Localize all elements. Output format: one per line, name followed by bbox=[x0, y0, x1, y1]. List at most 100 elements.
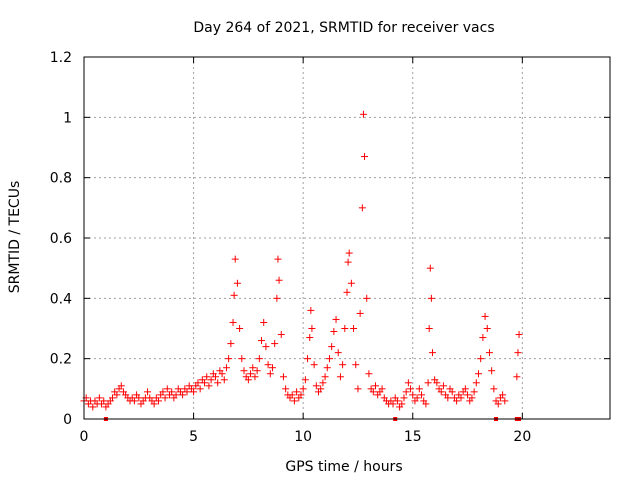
data-point bbox=[481, 312, 489, 320]
data-point bbox=[336, 373, 344, 381]
data-point bbox=[488, 367, 496, 375]
y-axis-ticks: 0 0.2 0.4 0.6 0.8 1 1.2 bbox=[50, 50, 610, 428]
data-point bbox=[225, 355, 233, 363]
data-point bbox=[345, 249, 353, 257]
data-point bbox=[307, 306, 315, 314]
data-point bbox=[172, 391, 180, 399]
data-point bbox=[247, 370, 255, 378]
data-point bbox=[236, 325, 244, 332]
data-point bbox=[448, 388, 456, 396]
data-point bbox=[409, 391, 417, 399]
data-point bbox=[190, 388, 198, 396]
data-point bbox=[499, 391, 507, 399]
data-point bbox=[513, 373, 521, 381]
data-point bbox=[135, 394, 143, 402]
x-tick-label: 10 bbox=[294, 429, 312, 445]
data-point bbox=[371, 382, 379, 390]
data-point bbox=[325, 355, 333, 363]
data-point bbox=[358, 204, 366, 212]
data-point bbox=[293, 388, 301, 396]
data-point bbox=[422, 400, 430, 408]
data-point bbox=[274, 255, 282, 263]
data-point bbox=[183, 388, 191, 396]
data-point bbox=[413, 394, 421, 402]
data-point bbox=[334, 349, 342, 357]
data-point bbox=[277, 331, 285, 339]
data-point bbox=[266, 370, 274, 378]
data-point bbox=[347, 279, 355, 287]
data-point bbox=[389, 400, 397, 408]
data-point bbox=[264, 361, 272, 369]
data-point bbox=[144, 388, 152, 396]
data-point bbox=[306, 334, 314, 342]
data-point bbox=[321, 373, 329, 381]
data-point bbox=[479, 334, 487, 342]
data-point bbox=[398, 400, 406, 408]
data-point bbox=[310, 361, 318, 369]
data-point bbox=[205, 382, 213, 390]
y-tick-label: 0.8 bbox=[50, 171, 72, 187]
data-point bbox=[361, 153, 369, 161]
data-point bbox=[230, 291, 238, 299]
data-point bbox=[365, 370, 373, 378]
data-point bbox=[323, 364, 331, 372]
data-point bbox=[457, 394, 465, 402]
data-point bbox=[425, 325, 433, 332]
data-point bbox=[453, 397, 461, 405]
data-point bbox=[218, 370, 226, 378]
data-point bbox=[229, 318, 237, 326]
data-point bbox=[212, 373, 219, 381]
data-point bbox=[356, 309, 364, 317]
data-point bbox=[304, 355, 312, 363]
data-point bbox=[168, 388, 176, 396]
data-point bbox=[407, 385, 415, 393]
data-point bbox=[275, 276, 283, 284]
x-tick-label: 0 bbox=[80, 429, 89, 445]
data-point bbox=[339, 361, 347, 369]
data-point bbox=[255, 355, 263, 363]
data-point bbox=[249, 364, 257, 372]
data-point bbox=[282, 385, 290, 393]
y-tick-label: 1 bbox=[63, 110, 72, 126]
data-point bbox=[428, 349, 436, 357]
data-point bbox=[363, 294, 371, 302]
data-point bbox=[515, 331, 523, 339]
data-point bbox=[251, 373, 259, 381]
data-point bbox=[163, 385, 171, 393]
data-point bbox=[222, 364, 230, 372]
data-point bbox=[494, 400, 502, 408]
data-point bbox=[483, 325, 491, 332]
data-point bbox=[194, 379, 202, 387]
data-point bbox=[253, 367, 261, 375]
data-point bbox=[393, 397, 401, 405]
data-point bbox=[444, 394, 452, 402]
grid-lines bbox=[84, 57, 610, 419]
data-point bbox=[262, 343, 270, 351]
data-point bbox=[233, 279, 241, 287]
data-point bbox=[244, 376, 252, 384]
data-point bbox=[426, 264, 434, 272]
data-point bbox=[477, 355, 485, 363]
data-point bbox=[196, 385, 204, 393]
data-point bbox=[108, 394, 116, 402]
data-point bbox=[402, 388, 410, 396]
x-tick-label: 15 bbox=[404, 429, 422, 445]
data-point bbox=[312, 382, 320, 390]
data-point bbox=[299, 385, 307, 393]
data-point bbox=[344, 258, 352, 266]
data-point bbox=[201, 379, 209, 387]
y-tick-label: 0.6 bbox=[50, 231, 72, 247]
data-point bbox=[352, 361, 360, 369]
data-point bbox=[404, 379, 412, 387]
data-point bbox=[113, 391, 121, 399]
data-point bbox=[155, 397, 163, 405]
data-point bbox=[332, 315, 340, 323]
data-point bbox=[227, 340, 235, 348]
data-point bbox=[220, 376, 228, 384]
data-point bbox=[260, 318, 268, 326]
data-point bbox=[350, 325, 358, 332]
x-axis-label: GPS time / hours bbox=[285, 459, 402, 475]
data-point bbox=[464, 391, 472, 399]
data-point bbox=[461, 385, 469, 393]
plot-frame bbox=[83, 56, 611, 420]
